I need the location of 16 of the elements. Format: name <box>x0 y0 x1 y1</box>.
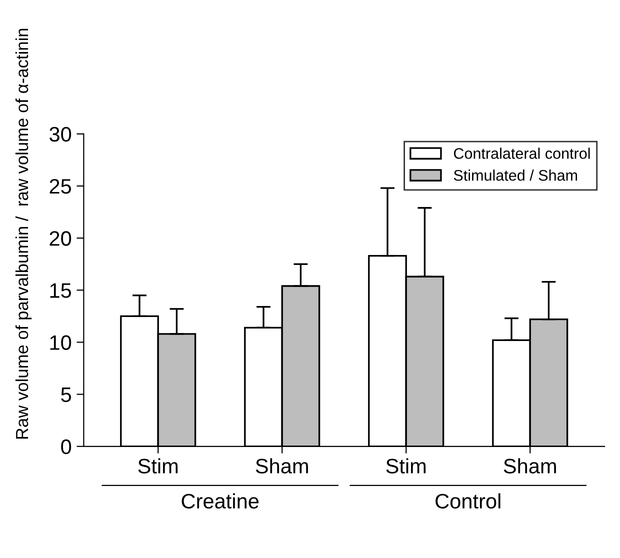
y-tick-label: 15 <box>50 283 72 298</box>
text: Control <box>436 493 500 509</box>
y-tick-label: 5 <box>61 388 72 402</box>
text: Creatine <box>182 493 259 509</box>
y-tick-label: 0 <box>61 439 72 454</box>
y-tick-label: 25 <box>50 179 72 194</box>
y-tick-label: 20 <box>50 231 72 246</box>
y-axis-title: Raw volume of parvalbumin / raw volume of α-actinin <box>15 28 32 439</box>
x-tick-label: Stim <box>138 458 178 474</box>
legend-label: Contralateral control <box>454 148 590 159</box>
x-tick-label: Stim <box>386 458 426 474</box>
y-tick-label: 10 <box>50 335 72 350</box>
legend-label: Stimulated / Sham <box>454 170 578 181</box>
x-tick-label: Sham <box>504 458 556 474</box>
y-tick-label: 30 <box>50 126 72 142</box>
x-tick-label: Sham <box>256 458 308 474</box>
